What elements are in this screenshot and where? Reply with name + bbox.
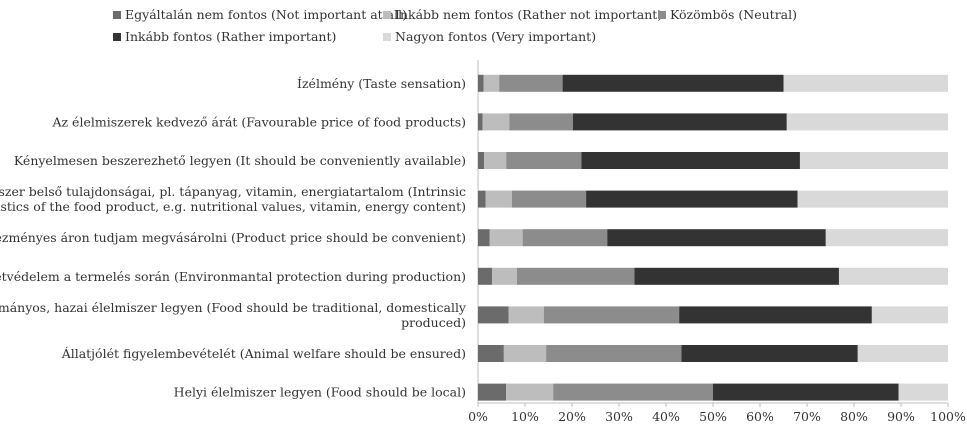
bar-segment [783,74,948,92]
legend: Egyáltalán nem fontos (Not important at … [0,0,967,50]
legend-item: Nagyon fontos (Very important) [383,29,596,44]
bar-segment [503,345,547,362]
bar-segment [681,345,858,362]
bar-segment [825,229,948,247]
x-tick-label: 0% [468,409,488,424]
category-label: Környezetvédelem a termelés során (Envir… [0,269,466,284]
bar-segment [478,113,483,131]
bar-segment [786,113,948,131]
x-tick-label: 30% [605,409,633,424]
legend-label: Nagyon fontos (Very important) [395,29,597,44]
bar-segment [478,306,509,324]
bar-segment [483,74,500,92]
legend-swatch [113,32,121,41]
x-tick-label: 20% [558,409,586,424]
bar-segment [713,383,899,401]
bar-segment [478,229,490,247]
bar-segment [478,383,507,401]
x-tick-label: 70% [793,409,821,424]
x-tick-label: 60% [746,409,774,424]
bar-segment [562,74,784,92]
x-tick-label: 80% [840,409,868,424]
bar-segment [607,229,826,247]
bar-segment [508,306,544,324]
bar-segment [499,74,563,92]
bar-segment [553,383,713,401]
category-label: Ízélmény (Taste sensation) [297,76,466,91]
x-tick-label: 10% [511,409,539,424]
bar-segment [838,267,948,285]
legend-swatch [658,10,666,19]
category-label: produced) [401,315,466,330]
x-tick-label: 90% [887,409,915,424]
legend-swatch [113,10,121,19]
bar-segment [478,345,504,362]
bar-segment [506,383,554,401]
legend-item: Inkább fontos (Rather important) [113,29,336,44]
legend-label: Inkább fontos (Rather important) [125,29,337,44]
legend-swatch [383,10,391,19]
bar-segment [572,113,787,131]
bar-segment [871,306,948,324]
bar-segment [478,74,484,92]
category-label: Kedvezményes áron tudjam megvásárolni (P… [0,230,466,245]
x-tick-label: 40% [652,409,680,424]
bar-segment [478,190,486,208]
bar-segment [489,229,523,247]
legend-label: Egyáltalán nem fontos (Not important at … [125,7,407,22]
legend-label: Inkább nem fontos (Rather not important) [395,7,663,22]
legend-item: Inkább nem fontos (Rather not important) [383,7,662,22]
bar-segment [581,152,800,169]
category-label: Az élelmiszerek kedvező árát (Favourable… [51,114,466,129]
legend-item: Közömbös (Neutral) [658,7,797,22]
bar-segment [799,152,948,169]
bar-segment [492,267,518,285]
bar-segment [857,345,948,362]
bar-segment [797,190,948,208]
category-label: Kényelmesen beszerezhető legyen (It shou… [14,153,466,168]
category-label: Hagyományos, hazai élelmiszer legyen (Fo… [0,300,467,315]
bar-segment [478,152,485,169]
bar-segment [546,345,682,362]
x-tick-label: 100% [930,409,966,424]
legend-swatch [383,32,391,41]
bar-segment [543,306,680,324]
bar-segment [484,152,507,169]
bar-segment [478,267,493,285]
bar-segment [634,267,839,285]
category-label: Az élelmiszer belső tulajdonságai, pl. t… [0,184,466,199]
bar-segment [679,306,872,324]
category-label: Helyi élelmiszer legyen (Food should be … [174,385,466,400]
bar-segment [506,152,582,169]
bar-segment [509,113,573,131]
category-label: Állatjólét figyelembevételét (Animal wel… [61,346,466,361]
legend-label: Közömbös (Neutral) [670,7,797,22]
category-label: characteristics of the food product, e.g… [0,199,466,214]
bar-segment [898,383,948,401]
bar-segment [482,113,510,131]
x-tick-label: 50% [699,409,727,424]
bar-segment [522,229,608,247]
bar-segment [517,267,635,285]
bar-segment [586,190,798,208]
legend-item: Egyáltalán nem fontos (Not important at … [113,7,407,22]
bar-segment [485,190,512,208]
bar-segment [511,190,587,208]
